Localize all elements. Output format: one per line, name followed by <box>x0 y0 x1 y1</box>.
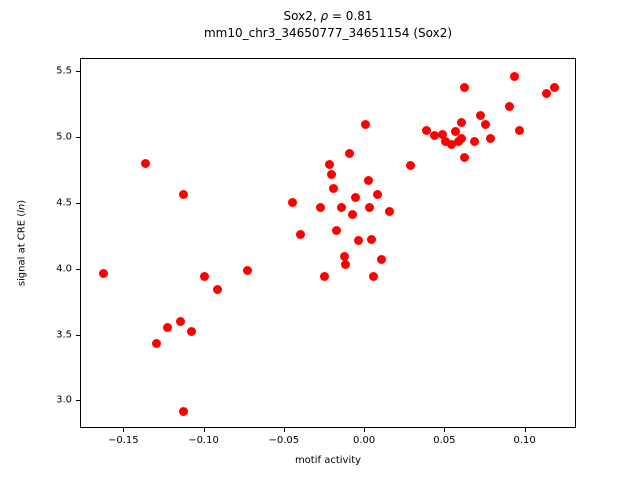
scatter-point <box>405 161 415 171</box>
x-tick-mark <box>283 428 285 432</box>
scatter-point <box>315 203 325 213</box>
scatter-point <box>440 137 450 147</box>
scatter-point <box>481 120 490 130</box>
scatter-point <box>476 111 486 121</box>
scatter-point <box>365 203 375 213</box>
y-tick-label: 4.0 <box>56 263 72 275</box>
scatter-point <box>331 225 341 235</box>
x-tick-mark <box>123 428 125 432</box>
y-tick-label: 3.5 <box>56 329 72 340</box>
scatter-point <box>320 271 330 281</box>
y-tick-label: 5.0 <box>56 131 72 143</box>
scatter-point <box>376 254 386 264</box>
scatter-point <box>200 271 210 281</box>
chart-subtitle: mm10_chr3_34650777_34651154 (Sox2) <box>203 26 453 40</box>
scatter-point <box>151 338 161 348</box>
x-tick-label: 0.00 <box>352 435 376 446</box>
scatter-point <box>542 88 551 98</box>
scatter-point <box>373 190 383 200</box>
scatter-point <box>354 236 364 246</box>
scatter-point <box>360 120 370 130</box>
y-label-italic: ln <box>16 203 28 213</box>
scatter-point <box>344 149 354 159</box>
scatter-point <box>456 117 466 127</box>
x-tick-label: −0.10 <box>188 435 219 446</box>
scatter-point <box>421 125 431 135</box>
x-tick-label: −0.05 <box>268 435 300 446</box>
scatter-point <box>176 316 186 326</box>
scatter-point <box>460 153 470 163</box>
scatter-point <box>98 269 108 279</box>
scatter-point <box>460 83 470 93</box>
scatter-point <box>384 207 394 217</box>
chart-title: Sox2, ρ = 0.81 <box>80 8 576 25</box>
scatter-point <box>163 323 173 333</box>
plot-area <box>80 58 576 428</box>
scatter-point <box>367 234 377 244</box>
scatter-point <box>456 133 466 143</box>
x-tick-label: 0.05 <box>433 435 456 446</box>
y-axis-label: signal at CRE (ln) <box>17 200 28 286</box>
scatter-point <box>339 252 349 261</box>
scatter-point <box>469 137 479 147</box>
y-label-suffix: ) <box>16 199 28 204</box>
scatter-point <box>363 175 373 185</box>
x-tick-mark <box>524 428 526 432</box>
scatter-point <box>328 183 338 193</box>
scatter-point <box>447 140 457 150</box>
scatter-point <box>212 284 222 294</box>
y-tick-label: 4.5 <box>56 197 72 209</box>
scatter-point <box>296 229 306 239</box>
x-tick-mark <box>364 428 366 432</box>
scatter-point <box>347 209 357 219</box>
y-tick-mark <box>76 334 80 336</box>
scatter-point <box>179 190 189 200</box>
x-tick-mark <box>444 428 446 432</box>
title-prefix: Sox2, <box>283 9 321 23</box>
scatter-point <box>326 170 336 180</box>
scatter-point <box>450 126 460 136</box>
scatter-point <box>341 259 351 269</box>
scatter-point <box>243 266 253 276</box>
scatter-point <box>179 407 189 417</box>
x-axis-label: motif activity <box>294 455 362 466</box>
y-tick-mark <box>76 400 80 402</box>
scatter-point <box>368 271 378 281</box>
scatter-point <box>509 71 519 81</box>
rho-symbol: ρ <box>320 9 329 23</box>
x-tick-mark <box>203 428 205 432</box>
scatter-point <box>514 125 524 135</box>
scatter-point <box>437 129 447 139</box>
x-tick-label: −0.15 <box>108 435 139 446</box>
title-suffix: = 0.81 <box>328 9 373 23</box>
scatter-point <box>550 83 560 93</box>
x-tick-label: 0.10 <box>513 435 536 446</box>
scatter-point <box>336 203 346 213</box>
y-tick-mark <box>76 202 80 204</box>
y-tick-mark <box>76 137 80 138</box>
y-tick-mark <box>76 71 80 73</box>
chart-title-block: Sox2, ρ = 0.81 mm10_chr3_34650777_346511… <box>80 8 576 42</box>
scatter-point <box>350 192 360 202</box>
scatter-point <box>140 158 150 168</box>
y-tick-label: 3.0 <box>56 394 72 406</box>
scatter-point <box>429 130 439 140</box>
y-label-prefix: signal at CRE ( <box>16 212 28 287</box>
scatter-point <box>325 159 335 169</box>
scatter-point <box>187 327 197 337</box>
y-tick-label: 5.5 <box>56 65 72 77</box>
scatter-point <box>485 133 495 143</box>
scatter-point <box>288 198 298 208</box>
scatter-point <box>505 101 515 111</box>
y-tick-mark <box>76 268 80 270</box>
